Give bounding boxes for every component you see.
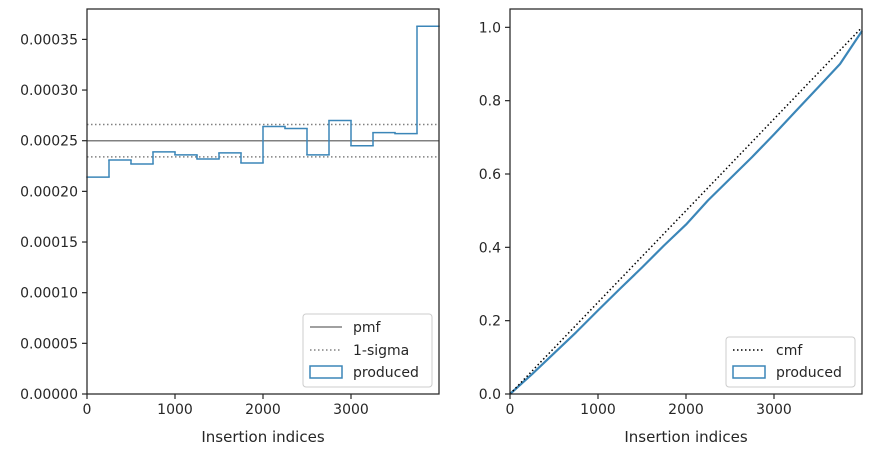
- right-y-tick-label: 0.0: [479, 387, 501, 403]
- left-x-tick-label: 0: [83, 402, 92, 418]
- right-y-tick-label: 0.8: [479, 94, 501, 110]
- cmf-line: [509, 26, 863, 395]
- left-y-tick-label: 0.00000: [20, 387, 78, 403]
- legend-produced-swatch: [309, 365, 343, 379]
- right-axes-frame: [509, 8, 863, 395]
- left-plot-area: [86, 25, 440, 178]
- right-x-tick-label: 2000: [668, 402, 704, 418]
- right-x-ticks: 0 1000 2000 3000: [506, 394, 792, 418]
- left-x-tick-label: 3000: [333, 402, 369, 418]
- right-x-tick-label: 1000: [580, 402, 616, 418]
- left-x-axis-label: Insertion indices: [201, 428, 324, 446]
- right-x-tick-label: 0: [506, 402, 515, 418]
- legend-cmf-label: cmf: [776, 343, 803, 359]
- produced-cumulative-line: [509, 30, 863, 395]
- left-x-tick-label: 2000: [245, 402, 281, 418]
- right-y-tick-label: 0.2: [479, 314, 501, 330]
- left-y-tick-label: 0.00010: [20, 286, 78, 302]
- legend-pmf-label: pmf: [353, 320, 382, 336]
- right-legend: cmf produced: [725, 336, 856, 388]
- right-panel: 0 1000 2000 3000 0.0 0.2 0.4 0.6 0.8 1.0 Inserti…: [479, 8, 863, 446]
- left-panel: 0 1000 2000 3000 0.000000.000050.000100.000…: [20, 8, 440, 446]
- right-x-axis-label: Insertion indices: [624, 428, 747, 446]
- left-x-ticks: 0 1000 2000 3000: [83, 394, 369, 418]
- left-x-tick-label: 1000: [157, 402, 193, 418]
- right-y-tick-label: 0.6: [479, 167, 501, 183]
- legend-produced-swatch-right: [732, 365, 766, 379]
- right-y-tick-label: 0.4: [479, 240, 501, 256]
- right-y-tick-label: 1.0: [479, 20, 501, 36]
- right-x-tick-label: 3000: [756, 402, 792, 418]
- left-legend-box: [302, 313, 433, 388]
- left-y-tick-label: 0.00005: [20, 336, 78, 352]
- right-y-ticks: 0.0 0.2 0.4 0.6 0.8 1.0: [479, 20, 510, 403]
- left-y-tick-label: 0.00025: [20, 134, 78, 150]
- legend-sigma-label: 1-sigma: [353, 343, 409, 359]
- left-y-tick-label: 0.00020: [20, 184, 78, 200]
- left-legend: pmf 1-sigma produced: [302, 313, 433, 388]
- right-plot-area: [509, 26, 863, 395]
- left-y-tick-label: 0.00030: [20, 83, 78, 99]
- legend-produced-label: produced: [353, 365, 419, 381]
- left-y-ticks: 0.00000 0.00005 0.00010 0.00015 0.00020 0.000…: [20, 32, 87, 403]
- legend-produced-label-right: produced: [776, 365, 842, 381]
- left-y-tick-label: 0.00035: [20, 32, 78, 48]
- left-y-tick-label: 0.00015: [20, 235, 78, 251]
